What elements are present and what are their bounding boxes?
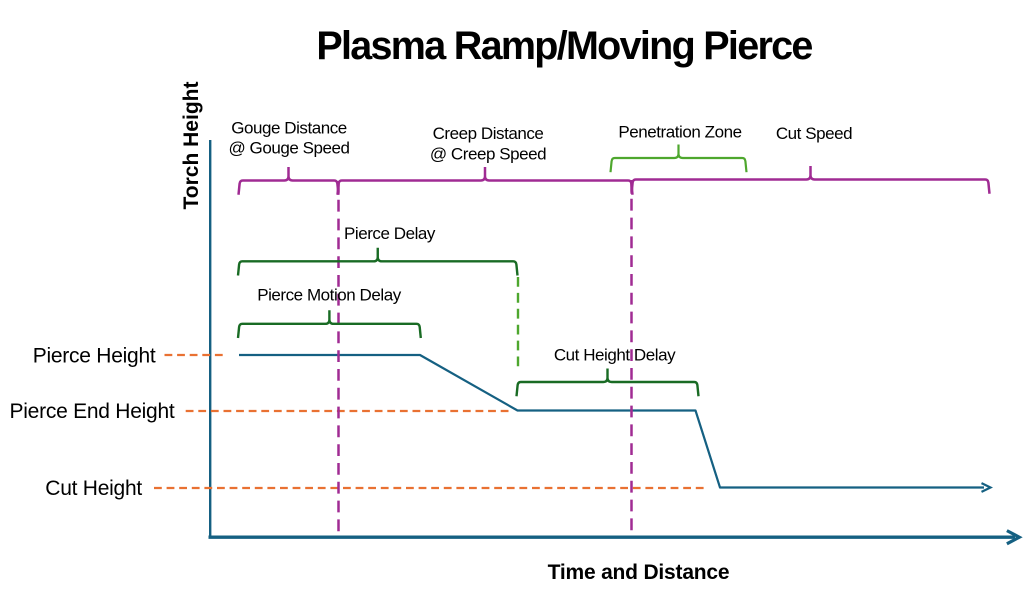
svg-text:Creep Distance: Creep Distance	[433, 124, 544, 143]
svg-text:Pierce End Height: Pierce End Height	[9, 400, 174, 423]
svg-text:Plasma Ramp/Moving Pierce: Plasma Ramp/Moving Pierce	[316, 24, 812, 68]
svg-text:Pierce Motion Delay: Pierce Motion Delay	[257, 286, 402, 305]
svg-text:Penetration Zone: Penetration Zone	[618, 123, 741, 142]
svg-text:Cut Height: Cut Height	[45, 477, 142, 500]
svg-text:Cut Speed: Cut Speed	[776, 124, 852, 143]
svg-text:@ Creep Speed: @ Creep Speed	[430, 144, 546, 163]
svg-text:Pierce Height: Pierce Height	[33, 345, 156, 368]
svg-text:Pierce Delay: Pierce Delay	[344, 224, 436, 243]
svg-text:Gouge Distance: Gouge Distance	[231, 118, 347, 137]
svg-text:Torch Height: Torch Height	[180, 82, 203, 210]
svg-text:Time and Distance: Time and Distance	[548, 561, 730, 584]
svg-text:Cut Height Delay: Cut Height Delay	[554, 345, 676, 364]
svg-text:@ Gouge Speed: @ Gouge Speed	[228, 139, 349, 158]
